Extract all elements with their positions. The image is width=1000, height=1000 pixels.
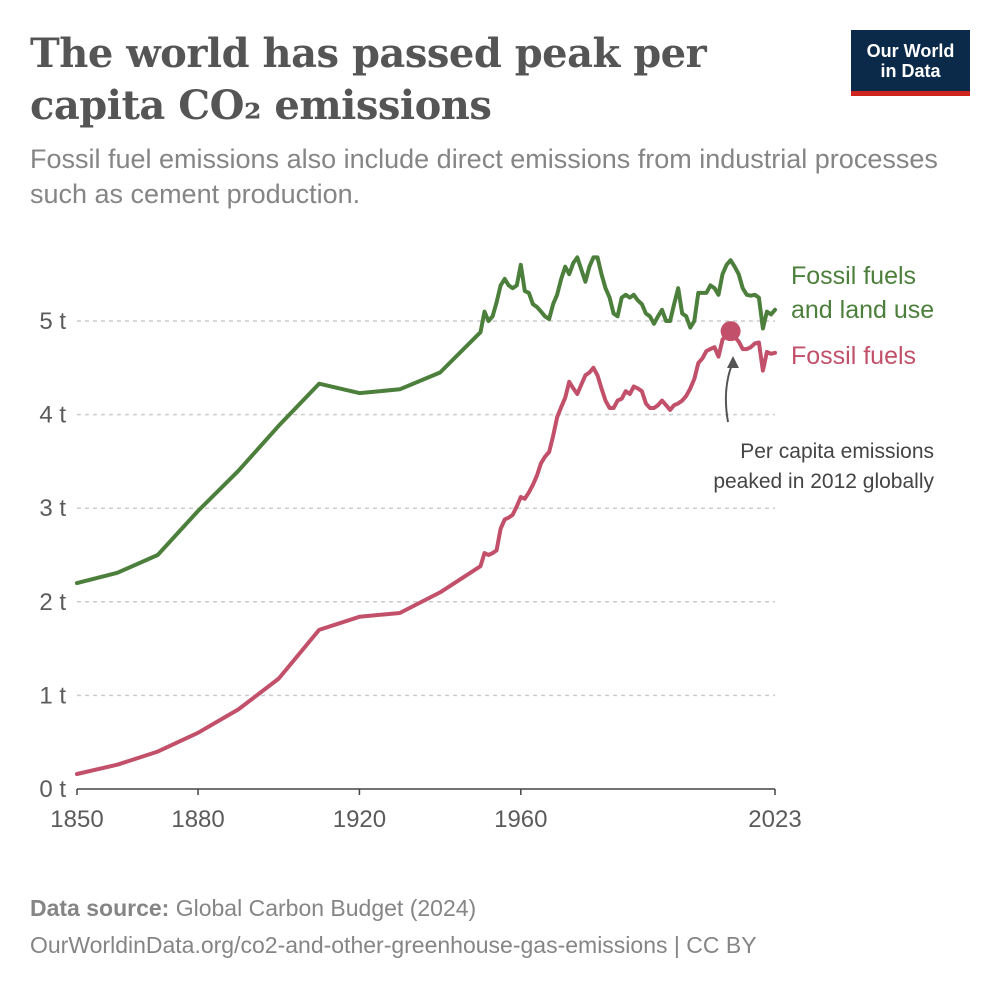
source-url[interactable]: OurWorldinData.org/co2-and-other-greenho…: [30, 932, 757, 958]
annotation-arrow: [724, 361, 734, 423]
series-label: Fossil fuels: [791, 342, 916, 370]
series-lines: [75, 255, 777, 776]
data-source: Data source: Global Carbon Budget (2024): [30, 893, 980, 923]
x-axis: 1850 1880 1920 1960 2023: [50, 788, 802, 833]
series-label: and land use: [791, 296, 934, 324]
x-tick-label: 1960: [494, 806, 547, 833]
chart-title: The world has passed peak per capita CO₂…: [30, 30, 707, 129]
source-text: Global Carbon Budget (2024): [169, 895, 477, 921]
peak-annotation: Per capita emissions peaked in 2012 globa…: [713, 321, 934, 493]
x-tick-label: 2023: [748, 806, 801, 833]
series-line-fossil-and-land-use: [75, 255, 777, 586]
chart-subtitle: Fossil fuel emissions also include direc…: [30, 144, 938, 209]
x-tick-label: 1850: [50, 806, 103, 833]
annotation-arrowhead: [727, 356, 739, 368]
series-line-fossil-fuels: [75, 331, 777, 776]
line-chart: 0 t1 t2 t3 t4 t5 t 1850 1880 1920 1960 2023 …: [39, 255, 934, 833]
logo-line-2: in Data: [880, 60, 941, 81]
series-labels: Fossil fuels and land use Fossil fuels: [791, 262, 934, 370]
peak-dot: [720, 321, 741, 342]
x-tick-label: 1920: [333, 806, 386, 833]
series-label: Fossil fuels: [791, 262, 916, 290]
y-tick-label: 4 t: [39, 402, 66, 429]
owid-logo[interactable]: Our World in Data: [851, 30, 970, 96]
y-tick-label: 3 t: [39, 495, 66, 522]
y-tick-label: 1 t: [39, 682, 66, 709]
source-label: Data source:: [30, 895, 170, 921]
x-tick-label: 1880: [171, 806, 224, 833]
annotation-text: peaked in 2012 globally: [713, 470, 934, 493]
logo-line-1: Our World: [866, 40, 955, 61]
y-tick-label: 5 t: [39, 308, 66, 335]
y-axis-ticks: 0 t 1 t 2 t 3 t 4 t 5 t: [39, 308, 66, 803]
y-tick-label: 0 t: [39, 776, 66, 803]
y-tick-label: 2 t: [39, 589, 66, 616]
annotation-text: Per capita emissions: [740, 440, 934, 463]
